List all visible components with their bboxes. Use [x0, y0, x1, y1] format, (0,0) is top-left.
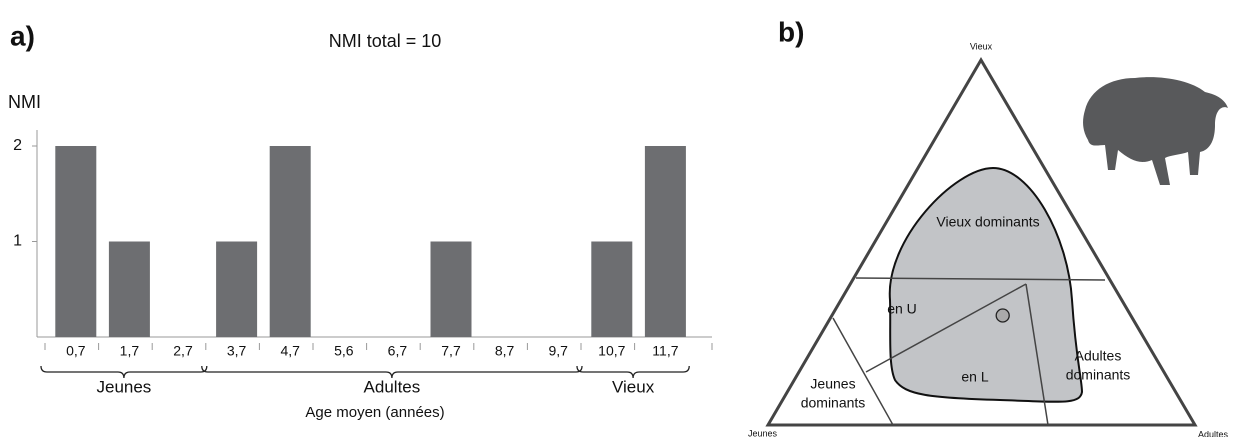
y-tick-label: 2: [13, 137, 22, 154]
x-tick-label: 2,7: [173, 343, 193, 359]
chart-title: NMI total = 10: [329, 31, 442, 51]
bar: [591, 241, 633, 337]
x-tick-label: 6,7: [388, 343, 408, 359]
x-tick-label: 7,7: [441, 343, 461, 359]
x-axis-label: Age moyen (années): [305, 404, 444, 421]
region-label: dominants: [1066, 367, 1131, 383]
x-tick-label: 4,7: [280, 343, 300, 359]
x-tick-label: 9,7: [548, 343, 568, 359]
group-brace: [576, 365, 690, 379]
x-tick-label: 11,7: [652, 343, 678, 359]
bar: [269, 146, 311, 337]
corner-label: Jeunes: [748, 428, 778, 437]
region-label: dominants: [801, 395, 866, 411]
x-tick-label: 10,7: [598, 343, 625, 359]
panel-label: a): [10, 20, 35, 51]
region-label: Adultes: [1075, 348, 1122, 364]
bar: [216, 241, 258, 337]
x-tick-label: 1,7: [120, 343, 140, 359]
bar: [430, 241, 472, 337]
region-label: Jeunes: [810, 376, 855, 392]
region-lines: [832, 277, 1106, 426]
x-tick-label: 5,6: [334, 343, 354, 359]
region-label: en L: [961, 369, 988, 385]
group-label: Jeunes: [96, 377, 151, 396]
corner-label: Adultes: [1198, 429, 1229, 437]
bison-silhouette: [1083, 77, 1228, 185]
x-tick-label: 8,7: [495, 343, 515, 359]
group-brace: [201, 365, 583, 379]
ternary-triangle: [765, 57, 1198, 427]
region-label: en U: [887, 301, 917, 317]
x-tick-label: 3,7: [227, 343, 247, 359]
corner-label: Vieux: [970, 41, 993, 51]
bar: [108, 241, 150, 337]
group-label: Vieux: [612, 377, 655, 396]
bar: [55, 146, 97, 337]
bar: [644, 146, 686, 337]
panel-label: b): [778, 16, 804, 47]
y-tick-label: 1: [13, 233, 22, 250]
region-blob: [888, 166, 1084, 403]
group-brace: [40, 365, 208, 379]
y-axis-label: NMI: [8, 92, 41, 112]
x-tick-label: 0,7: [66, 343, 86, 359]
data-point: [995, 308, 1010, 323]
region-label: Vieux dominants: [936, 214, 1039, 230]
group-label: Adultes: [364, 377, 421, 396]
